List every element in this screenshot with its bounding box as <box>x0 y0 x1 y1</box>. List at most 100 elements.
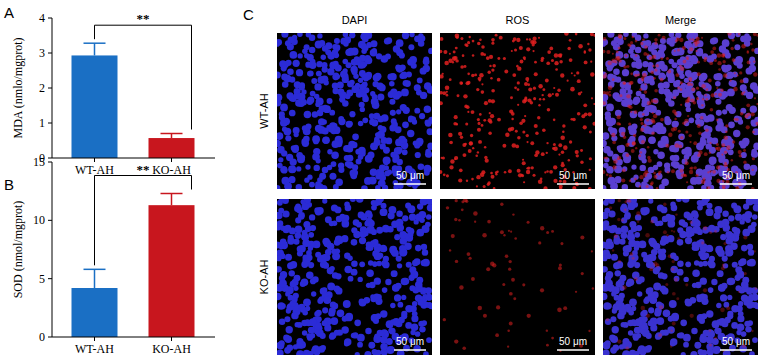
bar <box>72 288 118 337</box>
nucleus <box>419 113 425 119</box>
ros-signal <box>723 135 728 140</box>
ros-signal <box>704 57 707 60</box>
nucleus <box>643 33 648 38</box>
nucleus <box>425 120 432 127</box>
ros-signal <box>705 129 709 133</box>
ros-signal <box>510 127 514 131</box>
ros-signal <box>517 81 520 84</box>
ros-signal <box>553 146 557 150</box>
nucleus <box>290 281 297 288</box>
nucleus <box>317 110 324 117</box>
ros-signal <box>746 103 750 107</box>
nucleus <box>349 111 355 117</box>
nucleus <box>711 37 718 44</box>
ros-signal <box>641 140 645 144</box>
error-stem <box>94 269 96 288</box>
ros-signal <box>559 60 562 63</box>
ros-signal <box>668 133 672 137</box>
nucleus <box>321 55 326 60</box>
nucleus <box>358 154 364 160</box>
marks <box>72 43 195 158</box>
ros-signal <box>533 87 536 90</box>
ros-signal <box>735 186 739 189</box>
nucleus <box>668 59 674 65</box>
nucleus <box>750 106 757 113</box>
ros-signal <box>459 81 463 85</box>
nucleus <box>278 208 284 214</box>
ros-signal <box>455 34 460 39</box>
ros-signal <box>751 187 755 189</box>
nucleus <box>397 263 402 268</box>
ros-signal <box>686 181 688 183</box>
ros-signal <box>705 88 708 91</box>
nucleus <box>315 183 323 189</box>
nucleus <box>281 167 288 174</box>
nucleus <box>648 127 655 134</box>
nucleus <box>298 212 304 218</box>
ros-signal <box>644 170 648 174</box>
ros-signal <box>504 171 507 174</box>
ros-signal <box>450 159 454 163</box>
ros-signal <box>560 73 564 77</box>
nucleus <box>354 56 360 62</box>
nucleus <box>607 65 613 71</box>
nucleus <box>316 183 324 189</box>
ros-signal <box>704 152 708 156</box>
ros-signal <box>712 47 716 51</box>
nucleus <box>411 323 419 331</box>
nucleus <box>613 68 620 75</box>
ros-signal <box>544 171 546 173</box>
ros-signal <box>652 55 656 59</box>
nucleus <box>320 333 326 339</box>
nucleus <box>279 318 285 324</box>
ros-signal <box>517 136 520 139</box>
ros-signal <box>558 54 562 58</box>
nucleus <box>277 266 281 272</box>
nucleus <box>297 350 305 355</box>
ros-signal <box>553 87 555 89</box>
ros-signal <box>642 39 645 42</box>
nucleus <box>315 41 323 49</box>
nucleus <box>290 167 296 173</box>
ros-signal <box>524 115 526 117</box>
nucleus <box>285 135 291 141</box>
ros-signal <box>689 141 691 143</box>
ros-signal <box>752 169 754 171</box>
ros-signal <box>625 143 629 147</box>
ros-signal <box>460 37 463 40</box>
ros-signal <box>523 56 526 59</box>
ros-signal <box>511 118 514 121</box>
nucleus <box>753 128 758 135</box>
ros-signal <box>526 141 528 143</box>
ros-signal <box>678 130 681 133</box>
nucleus <box>286 154 293 161</box>
ros-signal <box>549 47 553 51</box>
scale-bar-label: 50 μm <box>396 170 424 181</box>
ros-signal <box>466 81 470 85</box>
nucleus <box>425 149 431 155</box>
ros-signal <box>621 132 625 136</box>
ros-signal <box>612 53 614 55</box>
ros-signal <box>516 38 520 42</box>
nucleus <box>351 239 358 246</box>
ros-signal <box>677 86 680 89</box>
nucleus <box>406 262 412 268</box>
figure: A01234WT-AHKO-AHMDA (nmlo/mgprot)**B0510… <box>0 0 765 362</box>
ros-signal <box>648 159 652 163</box>
ros-signal <box>650 71 653 74</box>
nucleus <box>305 226 312 233</box>
nucleus <box>362 73 369 80</box>
ros-signal <box>464 65 467 68</box>
nucleus <box>343 145 350 152</box>
ros-signal <box>497 118 501 122</box>
ros-signal <box>467 73 470 76</box>
ros-signal <box>555 68 558 71</box>
nucleus <box>345 313 353 321</box>
micrograph <box>277 199 432 355</box>
ros-signal <box>553 179 557 183</box>
nucleus <box>638 135 646 143</box>
row-label: WT-AH <box>258 93 270 128</box>
ros-signal <box>472 40 475 43</box>
nucleus <box>373 74 381 82</box>
nucleus <box>653 68 660 75</box>
